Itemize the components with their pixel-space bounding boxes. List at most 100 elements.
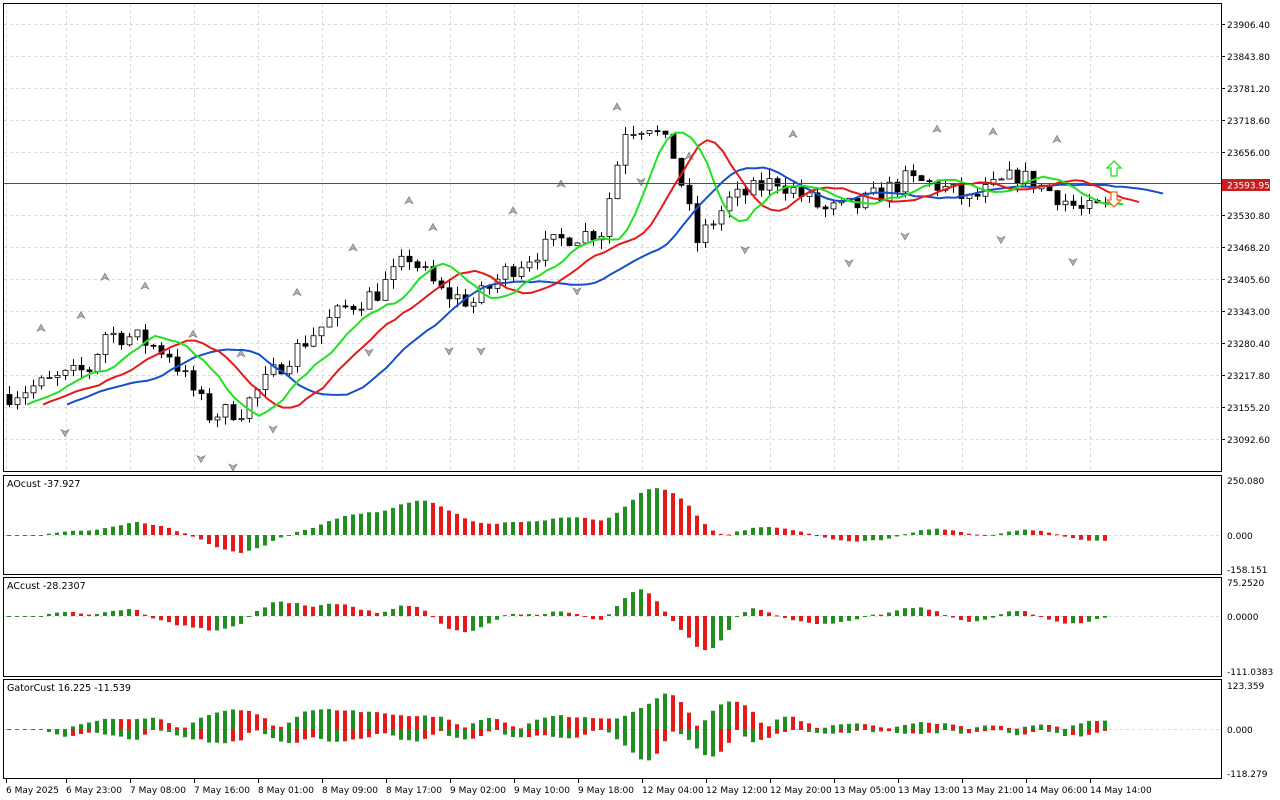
histogram-bar <box>839 535 843 541</box>
histogram-bar <box>287 603 291 616</box>
gator-upper-bar <box>1087 720 1091 729</box>
histogram-bar <box>831 535 835 540</box>
histogram-bar <box>463 616 467 633</box>
gator-tick-max: 123.359 <box>1227 682 1264 692</box>
histogram-bar <box>975 616 979 622</box>
bull-candle <box>310 335 317 347</box>
bull-candle <box>718 210 725 225</box>
gator-lower-bar <box>927 729 931 733</box>
time-tick-label: 6 May 2025 <box>6 786 59 796</box>
gator-upper-bar <box>639 707 643 729</box>
fractal-up-icon <box>76 310 86 320</box>
histogram-bar <box>503 522 507 535</box>
gator-lower-bar <box>919 729 923 735</box>
gator-upper-bar <box>647 703 651 729</box>
histogram-bar <box>23 535 27 536</box>
histogram-bar <box>183 533 187 535</box>
histogram-bar <box>967 616 971 622</box>
fractal-down-icon <box>268 425 278 434</box>
ac-histogram <box>7 589 1107 651</box>
histogram-bar <box>135 609 139 616</box>
histogram-bar <box>631 499 635 535</box>
gator-lower-bar <box>167 729 171 732</box>
histogram-bar <box>863 616 867 617</box>
histogram-bar <box>1031 530 1035 535</box>
histogram-bar <box>343 604 347 616</box>
histogram-bar <box>399 605 403 616</box>
histogram-bar <box>191 616 195 628</box>
histogram-bar <box>255 535 259 549</box>
bear-candle <box>974 193 981 197</box>
gator-upper-bar <box>847 723 851 729</box>
gator-lower-bar <box>783 729 787 732</box>
histogram-bar <box>671 616 675 622</box>
gator-lower-bar <box>847 729 851 734</box>
histogram-bar <box>375 512 379 535</box>
gator-upper-bar <box>975 727 979 729</box>
alligator-lines <box>26 131 1164 418</box>
gator-lower-bar <box>839 729 843 733</box>
gator-lower-bar <box>719 729 723 752</box>
histogram-bar <box>1047 532 1051 535</box>
histogram-bar <box>1087 535 1091 541</box>
gator-lower-bar <box>887 729 891 732</box>
gator-upper-bar <box>991 725 995 729</box>
time-tick-label: 9 May 02:00 <box>450 786 506 796</box>
histogram-bar <box>391 507 395 535</box>
bear-candle <box>782 185 789 194</box>
bull-candle <box>1086 200 1093 209</box>
histogram-bar <box>935 611 939 616</box>
gator-upper-bar <box>351 710 355 729</box>
gator-lower-bar <box>335 729 339 742</box>
bull-candle <box>638 132 645 135</box>
gator-lower-bar <box>359 729 363 739</box>
histogram-bar <box>263 535 267 546</box>
histogram-bar <box>591 616 595 620</box>
histogram-bar <box>295 602 299 616</box>
bear-candle <box>1014 169 1021 185</box>
histogram-bar <box>143 614 147 616</box>
histogram-bar <box>7 616 11 617</box>
bear-candle <box>894 181 901 193</box>
histogram-bar <box>151 616 155 619</box>
gator-upper-bar <box>895 726 899 729</box>
gator-upper-bar <box>223 710 227 729</box>
bear-candle <box>118 332 125 346</box>
gator-upper-bar <box>591 718 595 729</box>
histogram-bar <box>511 613 515 616</box>
histogram-bar <box>407 605 411 616</box>
histogram-bar <box>983 534 987 536</box>
gator-lower-bar <box>63 729 67 737</box>
histogram-bar <box>767 526 771 535</box>
gator-upper-bar <box>759 722 763 729</box>
histogram-bar <box>719 533 723 535</box>
histogram-bar <box>319 605 323 616</box>
gator-lower-bar <box>103 729 107 735</box>
bear-candle <box>342 305 349 308</box>
histogram-bar <box>15 535 19 536</box>
gator-lower-bar <box>527 729 531 738</box>
price-candles <box>6 125 1109 428</box>
gator-upper-bar <box>311 710 315 729</box>
histogram-bar <box>951 616 955 618</box>
gator-upper-bar <box>663 693 667 729</box>
gator-lower-bar <box>759 729 763 740</box>
gator-upper-bar <box>1031 725 1035 729</box>
price-tick-label: 23155.20 <box>1227 404 1270 414</box>
histogram-bar <box>423 500 427 535</box>
gator-lower-bar <box>951 729 955 731</box>
histogram-bar <box>599 520 603 535</box>
histogram-bar <box>1047 616 1051 620</box>
histogram-bar <box>871 535 875 541</box>
gator-upper-bar <box>143 718 147 729</box>
gator-lower-bar <box>903 729 907 734</box>
gator-upper-bar <box>215 712 219 729</box>
histogram-bar <box>575 517 579 535</box>
histogram-bar <box>55 532 59 535</box>
gator-lower-bar <box>975 729 979 732</box>
ao-axis: 250.080 0.000 -158.151 <box>1227 477 1267 576</box>
gator-upper-bar <box>535 719 539 729</box>
gator-upper-bar <box>831 725 835 729</box>
histogram-bar <box>111 610 115 616</box>
